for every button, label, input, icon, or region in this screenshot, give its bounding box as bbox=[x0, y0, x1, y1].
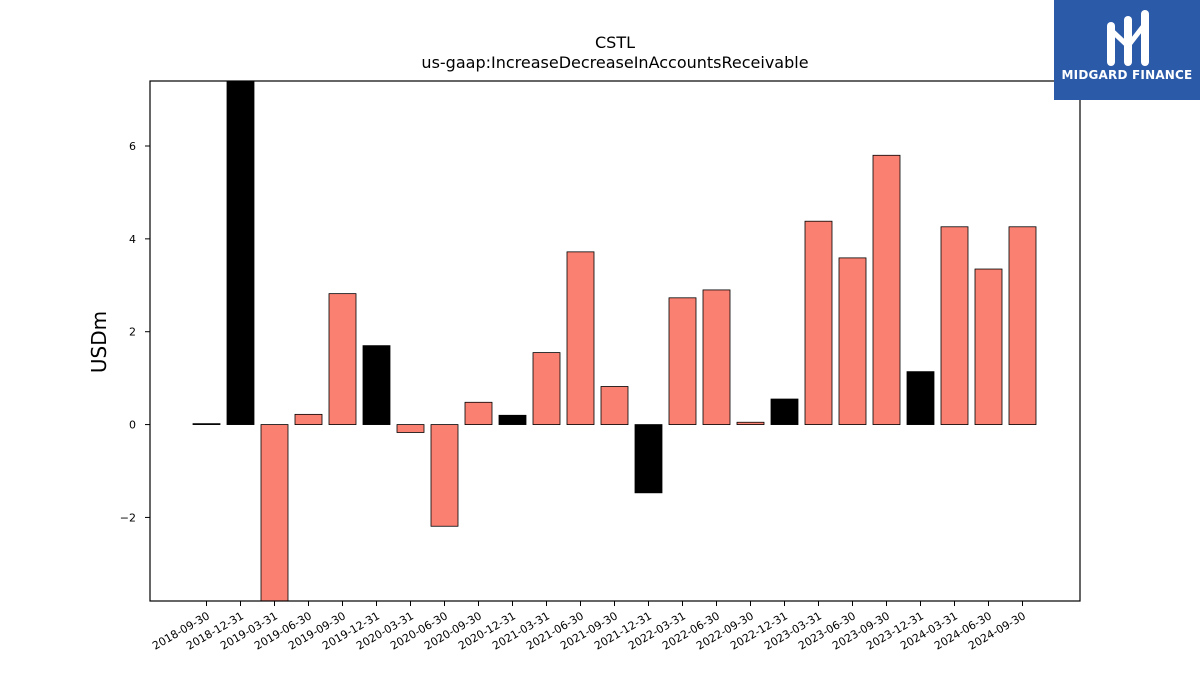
y-tick-label: −2 bbox=[120, 511, 136, 524]
bar-2023-12-31 bbox=[906, 371, 935, 425]
chart-title: CSTL bbox=[595, 33, 635, 52]
bar-2021-03-31 bbox=[532, 352, 561, 425]
x-axis: 2018-09-302018-12-312019-03-312019-06-30… bbox=[150, 601, 1028, 653]
bar-2024-09-30 bbox=[1008, 226, 1037, 425]
bar-2018-12-31 bbox=[226, 80, 255, 425]
bar-2022-03-31 bbox=[668, 297, 697, 425]
bar-2019-09-30 bbox=[328, 293, 357, 425]
bar-2018-09-30 bbox=[192, 423, 221, 425]
bar-2022-06-30 bbox=[702, 289, 731, 425]
plot-frame bbox=[149, 80, 1081, 602]
brand-name: MIDGARD FINANCE bbox=[1061, 68, 1193, 82]
bars-group bbox=[192, 80, 1037, 602]
bar-2019-06-30 bbox=[294, 413, 323, 425]
brand-logo: MIDGARD FINANCE bbox=[1054, 0, 1200, 100]
bar-2020-09-30 bbox=[464, 401, 493, 425]
bar-2021-12-31 bbox=[634, 424, 663, 494]
bar-2020-03-31 bbox=[396, 424, 425, 433]
chart-subtitle: us-gaap:IncreaseDecreaseInAccountsReceiv… bbox=[421, 53, 808, 72]
y-tick-label: 4 bbox=[129, 233, 136, 246]
y-tick-label: 2 bbox=[129, 326, 136, 339]
bar-2020-06-30 bbox=[430, 424, 459, 527]
bar-2023-06-30 bbox=[838, 257, 867, 425]
bar-2020-12-31 bbox=[498, 414, 527, 425]
y-axis-label: USDm bbox=[87, 311, 111, 373]
bar-2019-03-31 bbox=[260, 424, 289, 602]
bar-2024-03-31 bbox=[940, 226, 969, 425]
bar-2022-09-30 bbox=[736, 421, 765, 425]
bar-2023-09-30 bbox=[872, 154, 901, 425]
bar-2021-09-30 bbox=[600, 386, 629, 425]
y-tick-label: 6 bbox=[129, 140, 136, 153]
y-axis: −2 0 2 4 6 bbox=[120, 140, 150, 524]
bar-2024-06-30 bbox=[974, 268, 1003, 425]
bar-2022-12-31 bbox=[770, 398, 799, 425]
y-tick-label: 0 bbox=[129, 419, 136, 432]
bar-2021-06-30 bbox=[566, 251, 595, 425]
bar-2023-03-31 bbox=[804, 220, 833, 425]
midgard-logo-mark-icon bbox=[1107, 10, 1149, 66]
bar-2019-12-31 bbox=[362, 345, 391, 425]
